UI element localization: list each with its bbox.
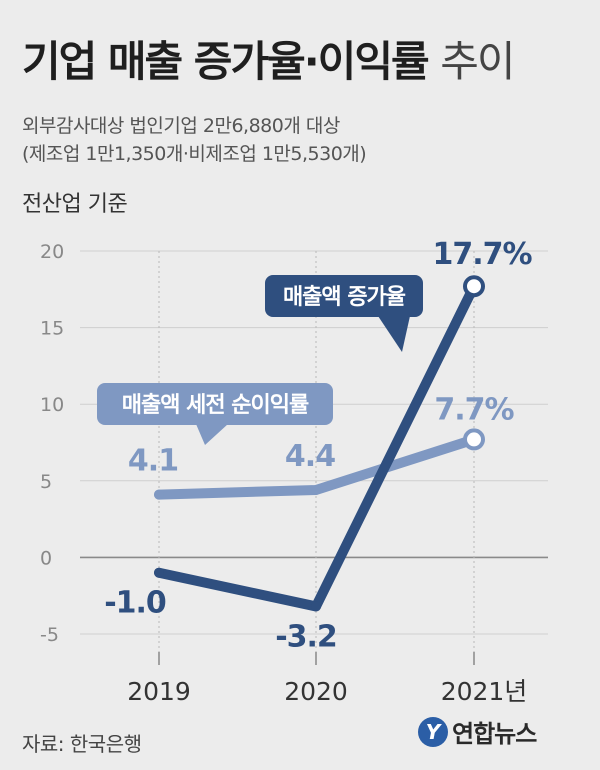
legend-pretax-margin-label: 매출액 세전 순이익률 <box>122 393 309 418</box>
data-point-end <box>463 275 485 298</box>
data-label: 4.4 <box>285 439 335 474</box>
y-tick-label: -5 <box>40 624 59 646</box>
yonhap-logo-text: 연합뉴스 <box>452 720 537 748</box>
y-tick-label: 15 <box>40 318 64 340</box>
legend-sales-growth-label: 매출액 증가율 <box>283 285 406 310</box>
legend-sales-growth-box <box>265 275 423 317</box>
data-point <box>154 567 164 578</box>
x-tick-label: 2019 <box>127 677 191 706</box>
data-label: -3.2 <box>275 619 337 654</box>
y-tick-label: 5 <box>40 471 52 493</box>
data-label: -1.0 <box>104 586 166 621</box>
yonhap-logo: Y 연합뉴스 <box>418 714 537 749</box>
source-note: 자료: 한국은행 <box>22 732 142 756</box>
data-label: 7.7% <box>434 392 514 427</box>
subtitle-line-2: (제조업 1만1,350개·비제조업 1만5,530개) <box>22 143 367 165</box>
subtitle-line-1: 외부감사대상 법인기업 2만6,880개 대상 <box>22 115 340 137</box>
chart-title: 기업 매출 증가율·이익률 추이 <box>22 28 516 89</box>
yonhap-logo-icon: Y <box>418 716 448 747</box>
basis-note: 전산업 기준 <box>22 192 128 217</box>
y-tick-label: 20 <box>40 241 64 263</box>
legend-pretax-margin-tail <box>196 424 228 445</box>
legend-sales-growth: 매출액 증가율 <box>265 275 423 352</box>
subtitle: 외부감사대상 법인기업 2만6,880개 대상 (제조업 1만1,350개·비제… <box>22 112 367 168</box>
x-tick-label: 2020 <box>284 677 348 706</box>
data-point-end <box>463 428 485 451</box>
legend-pretax-margin-box <box>97 383 333 425</box>
data-point <box>311 601 321 612</box>
legend-pretax-margin: 매출액 세전 순이익률 <box>97 383 333 445</box>
title-main: 기업 매출 증가율·이익률 <box>22 37 430 86</box>
data-point <box>311 484 321 495</box>
data-label: 17.7% <box>432 237 532 272</box>
data-point <box>154 489 164 500</box>
title-suffix: 추이 <box>440 37 515 86</box>
legend-sales-growth-tail <box>378 316 410 352</box>
y-tick-label: 10 <box>40 394 64 416</box>
data-label: 4.1 <box>128 444 178 479</box>
x-tick-label: 2021년 <box>441 677 528 706</box>
y-tick-label: 0 <box>40 547 52 569</box>
